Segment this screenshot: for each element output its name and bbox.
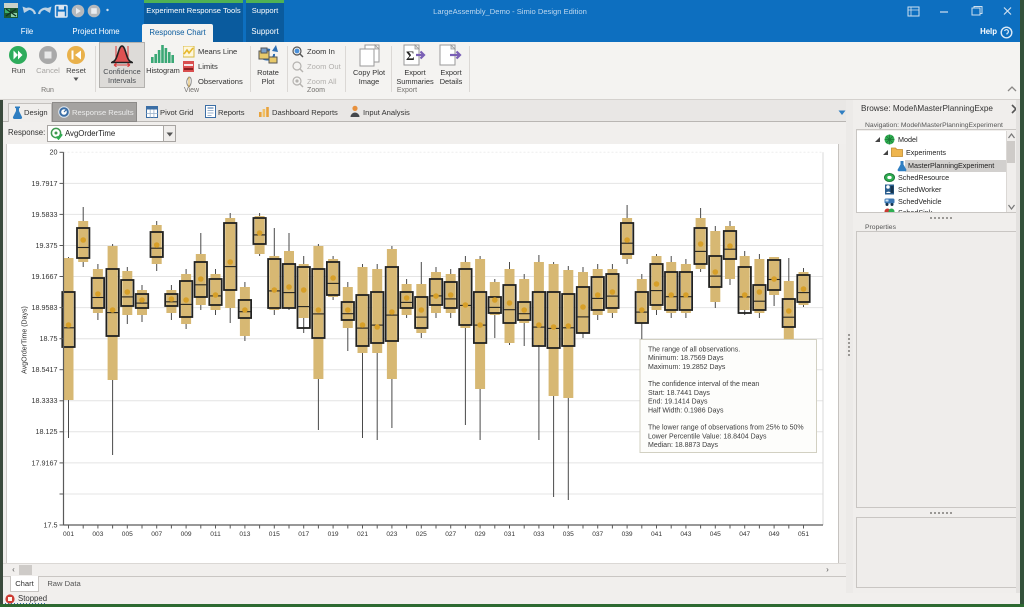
- svg-text:011: 011: [210, 531, 221, 538]
- svg-text:Minimum: 18.7569 Days: Minimum: 18.7569 Days: [648, 355, 724, 362]
- svg-text:047: 047: [739, 531, 750, 538]
- svg-text:045: 045: [710, 531, 721, 538]
- svg-text:043: 043: [680, 531, 691, 538]
- svg-text:The lower range of observation: The lower range of observations from 25%…: [648, 425, 804, 432]
- svg-text:005: 005: [122, 531, 133, 538]
- svg-text:17.5: 17.5: [44, 520, 58, 529]
- svg-text:19.7917: 19.7917: [32, 179, 58, 188]
- svg-text:19.5833: 19.5833: [32, 210, 58, 219]
- svg-text:Maximum: 19.2852 Days: Maximum: 19.2852 Days: [648, 364, 726, 371]
- svg-text:001: 001: [63, 531, 74, 538]
- svg-text:025: 025: [416, 531, 427, 538]
- svg-text:18.125: 18.125: [36, 427, 58, 436]
- svg-text:18.9583: 18.9583: [32, 303, 58, 312]
- svg-text:007: 007: [151, 531, 162, 538]
- svg-text:019: 019: [328, 531, 339, 538]
- svg-text:051: 051: [798, 531, 809, 538]
- svg-text:023: 023: [386, 531, 397, 538]
- svg-text:031: 031: [504, 531, 515, 538]
- svg-text:029: 029: [475, 531, 486, 538]
- svg-text:18.75: 18.75: [40, 334, 58, 343]
- svg-text:End: 19.1414 Days: End: 19.1414 Days: [648, 399, 708, 406]
- svg-text:AvgOrderTime (Days): AvgOrderTime (Days): [22, 306, 29, 374]
- svg-text:003: 003: [92, 531, 103, 538]
- svg-text:20: 20: [50, 148, 58, 157]
- svg-text:015: 015: [269, 531, 280, 538]
- svg-text:027: 027: [445, 531, 456, 538]
- svg-text:049: 049: [769, 531, 780, 538]
- svg-text:009: 009: [181, 531, 192, 538]
- svg-text:Start: 18.7441 Days: Start: 18.7441 Days: [648, 390, 710, 397]
- svg-text:041: 041: [651, 531, 662, 538]
- svg-text:Lower Percentile Value: 18.84: Lower Percentile Value: 18.8404 Days: [648, 433, 767, 440]
- svg-text:039: 039: [622, 531, 633, 538]
- svg-text:18.3333: 18.3333: [32, 396, 58, 405]
- svg-text:035: 035: [563, 531, 574, 538]
- svg-text:The range of all observations.: The range of all observations.: [648, 346, 740, 353]
- svg-text:17.9167: 17.9167: [32, 458, 58, 467]
- svg-text:021: 021: [357, 531, 368, 538]
- svg-text:19.375: 19.375: [36, 241, 58, 250]
- svg-text:Half Width: 0.1986 Days: Half Width: 0.1986 Days: [648, 407, 724, 414]
- svg-text:Median: 18.8873 Days: Median: 18.8873 Days: [648, 442, 719, 449]
- svg-text:033: 033: [533, 531, 544, 538]
- svg-text:The confidence interval of the: The confidence interval of the mean: [648, 381, 759, 388]
- svg-text:013: 013: [239, 531, 250, 538]
- svg-text:19.1667: 19.1667: [32, 272, 58, 281]
- svg-text:017: 017: [298, 531, 309, 538]
- svg-text:Σ: Σ: [406, 48, 415, 63]
- svg-text:18.5417: 18.5417: [32, 365, 58, 374]
- svg-text:037: 037: [592, 531, 603, 538]
